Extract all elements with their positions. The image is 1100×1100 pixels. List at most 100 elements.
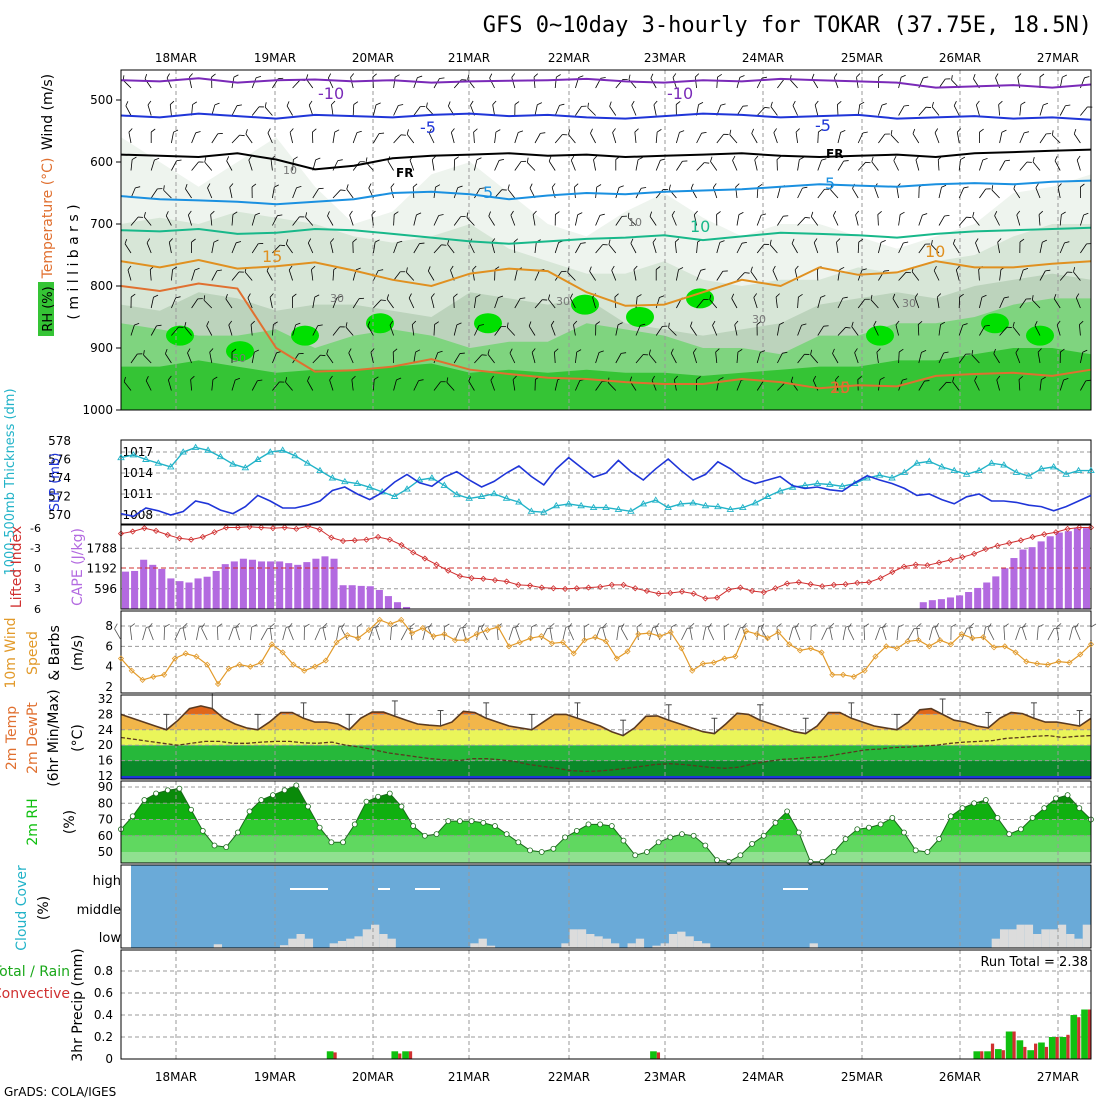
barb-flag [434,321,439,325]
barb-shaft [196,627,200,641]
wind-barb [651,375,657,391]
barb-flag [400,134,406,136]
wind-barb-10m [201,623,208,641]
barb-shaft [979,297,983,309]
thickness-point [390,492,399,499]
low-cloud-bar [627,943,636,948]
barb-shaft [710,161,718,171]
wind-barb [211,376,218,391]
temperature-contour-label: -10 [667,84,693,103]
cape-bar [140,559,148,609]
temperature-contour-label: 5 [825,174,835,193]
barb-flag [462,622,468,628]
precip-total-bar [1059,1037,1067,1059]
barb-shaft [509,352,516,364]
barb-shaft [895,324,899,336]
rh-point [936,836,942,842]
wind-barb [936,293,942,309]
barb-shaft [272,187,275,199]
barb-flag [187,348,191,354]
wind-barb-10m [515,622,521,641]
barb-shaft [575,214,579,226]
rh-point [889,814,896,821]
barb-flag [533,73,539,78]
barb-flag [861,268,867,271]
li-point [819,583,826,590]
rh-contour-label: 30 [752,313,766,326]
li-point [784,580,791,587]
barb-shaft [958,216,967,226]
barb-shaft [129,627,133,641]
cape-bar [946,597,955,609]
y-tick-label: 16 [98,754,113,768]
wind-barb [955,265,960,281]
wind-barb [1035,183,1041,199]
wind-barb [211,269,222,281]
wind-barb [817,158,827,171]
wind-speed-point [667,629,674,636]
wind-barb [554,211,560,226]
wind-speed-point [258,659,265,666]
barb-flag [1090,623,1097,628]
barb-flag [521,160,527,162]
y-tick-label: 900 [90,341,113,355]
barb-shaft [589,271,596,281]
barb-flag [331,100,336,105]
wind-barb-10m [480,623,488,641]
barb-flag [518,130,524,133]
wind-barb [756,321,762,336]
barb-flag [370,348,375,353]
barb-shaft [772,270,778,281]
barb-flag [914,293,919,298]
barb-shaft [1013,188,1021,199]
barb-flag [559,103,565,106]
y-tick-label: 80 [98,796,113,810]
barb-flag [548,294,551,300]
barb-flag [723,133,729,135]
barb-shaft [251,380,258,391]
barb-flag [285,377,288,383]
wind-speed-point [850,673,857,680]
barb-flag [975,238,979,243]
barb-flag [409,623,415,628]
wind-barb [994,211,1000,226]
barb-flag [336,295,342,299]
li-point [959,554,966,561]
barb-flag [515,622,520,628]
barb-shaft [1056,627,1060,641]
wind-barb [143,212,152,226]
barb-flag [985,188,991,190]
rh-point [655,839,662,846]
barb-shaft [251,352,255,364]
low-cloud-bar [362,929,371,948]
barb-flag [631,100,635,106]
barb-shaft [918,214,923,226]
li-point [526,582,534,589]
wind-barb [769,239,778,254]
barb-flag [125,101,129,106]
barb-flag [674,375,678,380]
wind-barb [975,100,980,116]
barb-flag [178,326,184,328]
precip-total-bar [402,1051,409,1059]
barb-shaft [400,628,408,641]
barb-shaft [150,325,157,336]
wind-speed-point [408,630,416,637]
barb-flag [487,349,490,355]
barb-flag [678,267,684,271]
barb-flag [236,104,242,107]
thickness-point [179,448,187,455]
barb-shaft [1059,105,1066,116]
li-point [375,533,382,541]
barb-flag [1064,241,1070,244]
wind-barb [130,353,143,364]
barb-shaft [712,325,718,336]
barb-flag [1046,133,1052,135]
barb-flag [251,624,258,628]
barb-flag [279,381,285,383]
wind-barb [917,321,923,336]
thickness-point [900,468,909,475]
barb-shaft [393,134,402,144]
low-cloud-bar [611,943,620,948]
thickness-point [191,443,200,450]
